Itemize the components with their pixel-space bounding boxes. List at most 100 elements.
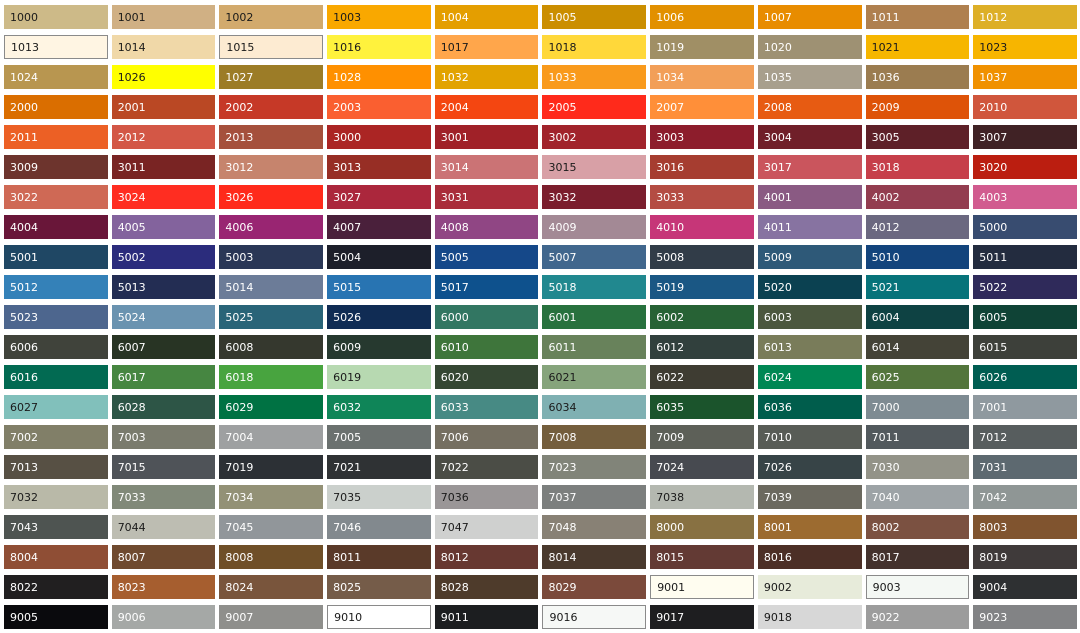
color-code: 8029: [548, 580, 577, 594]
color-code: 7046: [333, 520, 362, 534]
color-code: 1021: [871, 40, 900, 54]
color-swatch: 5021: [865, 275, 970, 299]
color-swatch: 4003: [973, 185, 1077, 209]
color-swatch: 1026: [111, 65, 216, 89]
color-code: 3013: [333, 160, 362, 174]
color-swatch: 8022: [4, 575, 108, 599]
color-swatch: 7002: [4, 425, 108, 449]
color-code: 9018: [763, 610, 792, 624]
color-swatch: 1036: [865, 65, 970, 89]
color-swatch: 3016: [650, 155, 754, 179]
color-swatch: 7019: [219, 455, 324, 479]
color-swatch: 6007: [111, 335, 216, 359]
color-swatch: 3027: [327, 185, 431, 209]
color-swatch: 2008: [757, 95, 862, 119]
color-code: 7002: [10, 430, 38, 444]
color-code: 5014: [225, 280, 254, 294]
color-swatch: 9001: [650, 575, 754, 599]
color-code: 6000: [440, 310, 469, 324]
color-code: 1036: [871, 70, 900, 84]
color-code: 7026: [763, 460, 792, 474]
color-code: 3022: [10, 190, 38, 204]
color-code: 7024: [656, 460, 685, 474]
color-code: 3020: [979, 160, 1008, 174]
color-code: 6007: [117, 340, 146, 354]
color-swatch: 1035: [757, 65, 862, 89]
color-code: 3024: [117, 190, 146, 204]
color-code: 5017: [440, 280, 469, 294]
color-swatch: 6017: [111, 365, 216, 389]
color-swatch: 4001: [757, 185, 862, 209]
color-swatch: 5014: [219, 275, 324, 299]
color-code: 1023: [979, 40, 1008, 54]
color-code: 6016: [10, 370, 38, 384]
color-swatch: 4005: [111, 215, 216, 239]
color-code: 9016: [549, 610, 578, 624]
color-swatch: 2000: [4, 95, 108, 119]
color-code: 6021: [548, 370, 577, 384]
color-code: 6024: [763, 370, 792, 384]
color-swatch: 7022: [434, 455, 539, 479]
color-swatch: 5003: [219, 245, 324, 269]
color-swatch: 6005: [973, 305, 1077, 329]
color-swatch: 7046: [327, 515, 431, 539]
color-swatch: 8029: [542, 575, 647, 599]
color-code: 1032: [440, 70, 469, 84]
color-swatch: 3033: [650, 185, 754, 209]
color-swatch: 5009: [757, 245, 862, 269]
color-code: 8007: [117, 550, 146, 564]
color-code: 5025: [225, 310, 254, 324]
color-swatch: 9006: [111, 605, 216, 629]
color-code: 4001: [763, 190, 792, 204]
color-swatch: 5018: [542, 275, 647, 299]
color-code: 6004: [871, 310, 900, 324]
color-swatch: 6011: [542, 335, 647, 359]
color-swatch: 6015: [973, 335, 1077, 359]
color-code: 8025: [333, 580, 362, 594]
color-swatch: 5026: [327, 305, 431, 329]
color-code: 9023: [979, 610, 1008, 624]
color-code: 8023: [117, 580, 146, 594]
color-code: 9011: [440, 610, 469, 624]
color-swatch: 7013: [4, 455, 108, 479]
color-code: 7023: [548, 460, 577, 474]
color-swatch: 9005: [4, 605, 108, 629]
color-code: 7037: [548, 490, 577, 504]
color-code: 8015: [656, 550, 685, 564]
color-code: 5012: [10, 280, 38, 294]
color-code: 6002: [656, 310, 685, 324]
color-swatch: 8004: [4, 545, 108, 569]
color-code: 7034: [225, 490, 254, 504]
color-code: 7008: [548, 430, 577, 444]
color-code: 6009: [333, 340, 362, 354]
color-code: 7030: [871, 460, 900, 474]
color-swatch: 3017: [757, 155, 862, 179]
color-code: 5010: [871, 250, 900, 264]
color-code: 1005: [548, 10, 577, 24]
color-swatch: 1021: [865, 35, 970, 59]
color-swatch: 7030: [865, 455, 970, 479]
color-code: 5024: [117, 310, 146, 324]
color-swatch: 6008: [219, 335, 324, 359]
color-code: 6032: [333, 400, 362, 414]
color-swatch: 1014: [111, 35, 216, 59]
color-code: 5005: [440, 250, 469, 264]
color-swatch: 7004: [219, 425, 324, 449]
color-code: 8004: [10, 550, 38, 564]
color-swatch: 6014: [865, 335, 970, 359]
color-swatch: 6025: [865, 365, 970, 389]
color-swatch: 8015: [650, 545, 754, 569]
color-swatch: 5025: [219, 305, 324, 329]
color-swatch: 6010: [434, 335, 539, 359]
color-code: 1019: [656, 40, 685, 54]
color-code: 5001: [10, 250, 38, 264]
color-code: 3000: [333, 130, 362, 144]
color-code: 4011: [763, 220, 792, 234]
color-swatch: 4010: [650, 215, 754, 239]
color-swatch: 6034: [542, 395, 647, 419]
color-swatch: 7001: [973, 395, 1077, 419]
color-swatch: 9022: [865, 605, 970, 629]
color-code: 7022: [440, 460, 469, 474]
color-code: 3005: [871, 130, 900, 144]
color-code: 3003: [656, 130, 685, 144]
